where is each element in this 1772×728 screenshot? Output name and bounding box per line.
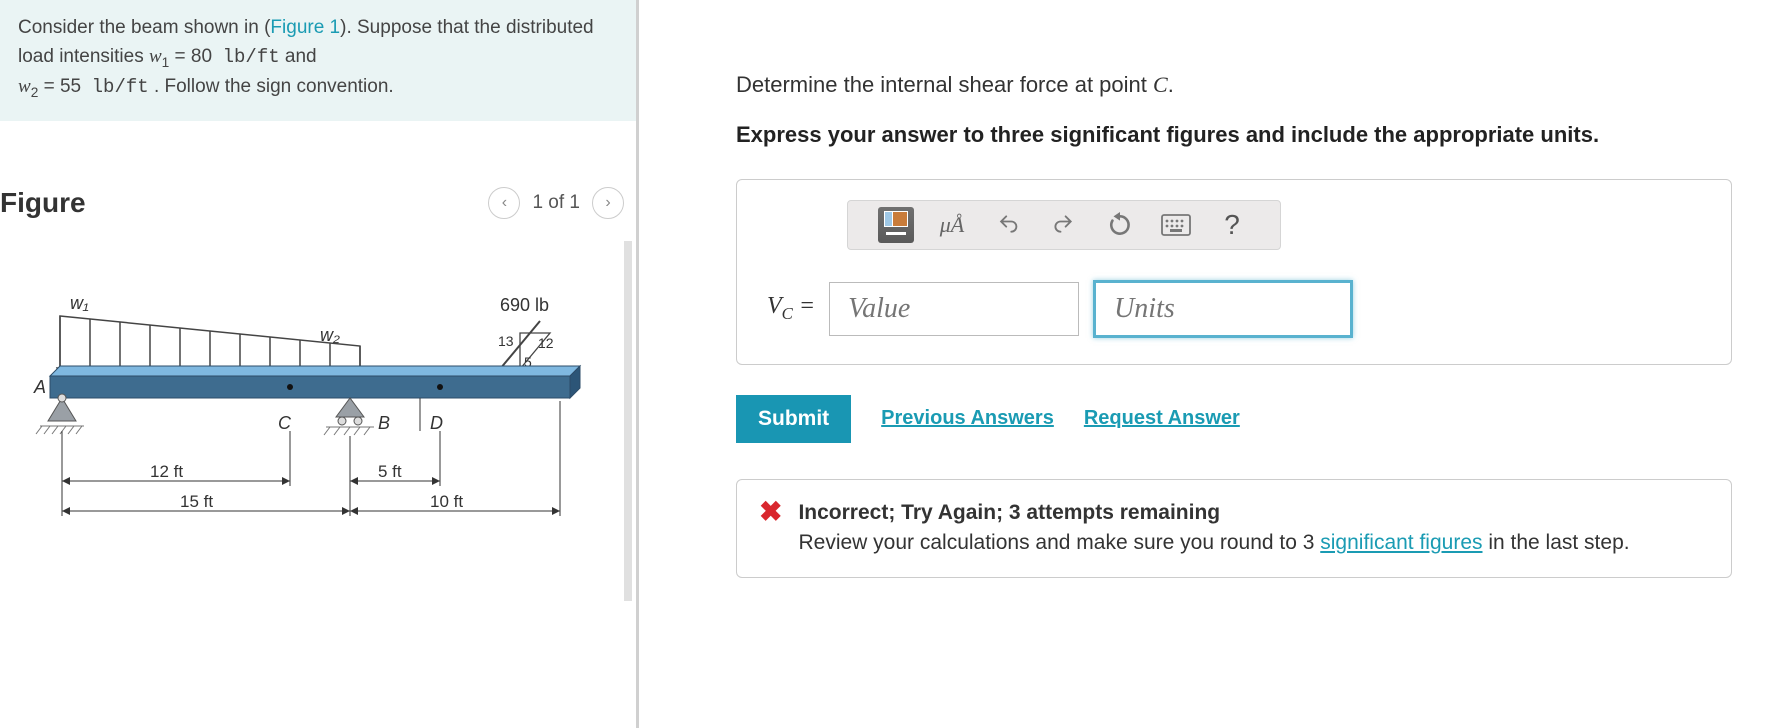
undo-icon xyxy=(996,213,1020,237)
and-text: and xyxy=(280,46,317,67)
dim-10-label: 10 ft xyxy=(430,492,463,511)
help-button[interactable]: ? xyxy=(1214,207,1250,243)
redo-button[interactable] xyxy=(1046,207,1082,243)
followup-text: . Follow the sign convention. xyxy=(149,76,394,97)
dim-15-label: 15 ft xyxy=(180,492,213,511)
slope-12-label: 12 xyxy=(538,335,554,351)
w1-symbol: w xyxy=(149,46,162,67)
left-pane: Consider the beam shown in (Figure 1). S… xyxy=(0,0,636,728)
d-label: D xyxy=(430,413,443,433)
pager-next-button[interactable]: › xyxy=(592,187,624,219)
reset-button[interactable] xyxy=(1102,207,1138,243)
w1-sub: 1 xyxy=(162,54,170,69)
pager-label: 1 of 1 xyxy=(532,192,580,214)
c-label: C xyxy=(278,413,292,433)
incorrect-icon: ✖ xyxy=(759,498,782,526)
answer-toolbar: μÅ ? xyxy=(847,200,1281,250)
submit-button[interactable]: Submit xyxy=(736,395,851,443)
reset-icon xyxy=(1107,212,1133,238)
feedback-body-post: in the last step. xyxy=(1483,531,1630,554)
w2-value: 55 xyxy=(60,76,81,97)
right-pane: Determine the internal shear force at po… xyxy=(636,0,1772,728)
figure-link[interactable]: Figure 1 xyxy=(270,17,340,38)
figure-area: w₁ w₂ 690 lb 13 12 5 A xyxy=(0,241,632,601)
pane-divider xyxy=(636,0,639,728)
slope-13-label: 13 xyxy=(498,333,514,349)
prompt-pre: Determine the internal shear force at po… xyxy=(736,72,1153,97)
feedback-headline: Incorrect; Try Again; 3 attempts remaini… xyxy=(798,501,1220,524)
answer-input-row: VC = xyxy=(767,280,1701,338)
problem-text-1: Consider the beam shown in ( xyxy=(18,17,270,38)
w2-symbol: w xyxy=(18,76,31,97)
a-label: A xyxy=(33,377,46,397)
w1-value: 80 xyxy=(191,46,212,67)
point-load-label: 690 lb xyxy=(500,295,549,315)
variable-label: VC = xyxy=(767,293,815,324)
feedback-text: Incorrect; Try Again; 3 attempts remaini… xyxy=(798,498,1629,559)
template-tool-button[interactable] xyxy=(878,207,914,243)
pager-prev-button[interactable]: ‹ xyxy=(488,187,520,219)
answer-instruction: Express your answer to three significant… xyxy=(736,120,1732,151)
w2-sub: 2 xyxy=(31,85,39,100)
figure-pager: ‹ 1 of 1 › xyxy=(488,187,624,219)
sig-figs-link[interactable]: significant figures xyxy=(1320,531,1482,554)
keyboard-icon xyxy=(1161,214,1191,236)
dim-5-label: 5 ft xyxy=(378,462,402,481)
figure-title: Figure xyxy=(0,187,86,219)
feedback-body-pre: Review your calculations and make sure y… xyxy=(798,531,1320,554)
w2-unit: lb/ft xyxy=(92,76,149,98)
beam-diagram: w₁ w₂ 690 lb 13 12 5 A xyxy=(30,271,590,561)
prompt-post: . xyxy=(1168,72,1174,97)
w1-label: w₁ xyxy=(70,293,89,313)
keyboard-button[interactable] xyxy=(1158,207,1194,243)
undo-button[interactable] xyxy=(990,207,1026,243)
prompt-var: C xyxy=(1153,72,1168,97)
request-answer-link[interactable]: Request Answer xyxy=(1084,407,1240,430)
units-format-button[interactable]: μÅ xyxy=(934,207,970,243)
previous-answers-link[interactable]: Previous Answers xyxy=(881,407,1054,430)
feedback-box: ✖ Incorrect; Try Again; 3 attempts remai… xyxy=(736,479,1732,578)
figure-header: Figure ‹ 1 of 1 › xyxy=(0,187,636,219)
units-input[interactable] xyxy=(1093,280,1353,338)
answer-panel: μÅ ? VC = xyxy=(736,179,1732,365)
value-input[interactable] xyxy=(829,282,1079,336)
redo-icon xyxy=(1052,213,1076,237)
question-prompt: Determine the internal shear force at po… xyxy=(736,72,1732,98)
actions-row: Submit Previous Answers Request Answer xyxy=(736,395,1732,443)
problem-statement: Consider the beam shown in (Figure 1). S… xyxy=(0,0,636,121)
b-label: B xyxy=(378,413,390,433)
dim-12-label: 12 ft xyxy=(150,462,183,481)
w2-label: w₂ xyxy=(320,325,340,345)
w1-unit: lb/ft xyxy=(223,46,280,68)
